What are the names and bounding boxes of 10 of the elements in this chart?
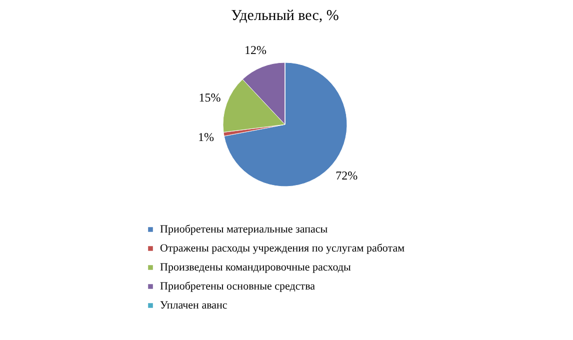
chart-title: Удельный вес, %: [231, 8, 339, 24]
data-label: 15%: [198, 90, 221, 104]
legend-label: Отражены расходы учреждения по услугам работам: [160, 242, 405, 254]
legend-label: Уплачен аванс: [160, 300, 228, 312]
legend-label: Приобретены основные средства: [160, 280, 316, 292]
data-label: 1%: [198, 130, 214, 144]
legend-label: Произведены командировочные расходы: [160, 262, 352, 274]
legend-label: Приобретены материальные запасы: [160, 224, 328, 236]
data-label: 72%: [336, 168, 358, 182]
data-label: 12%: [244, 43, 267, 58]
